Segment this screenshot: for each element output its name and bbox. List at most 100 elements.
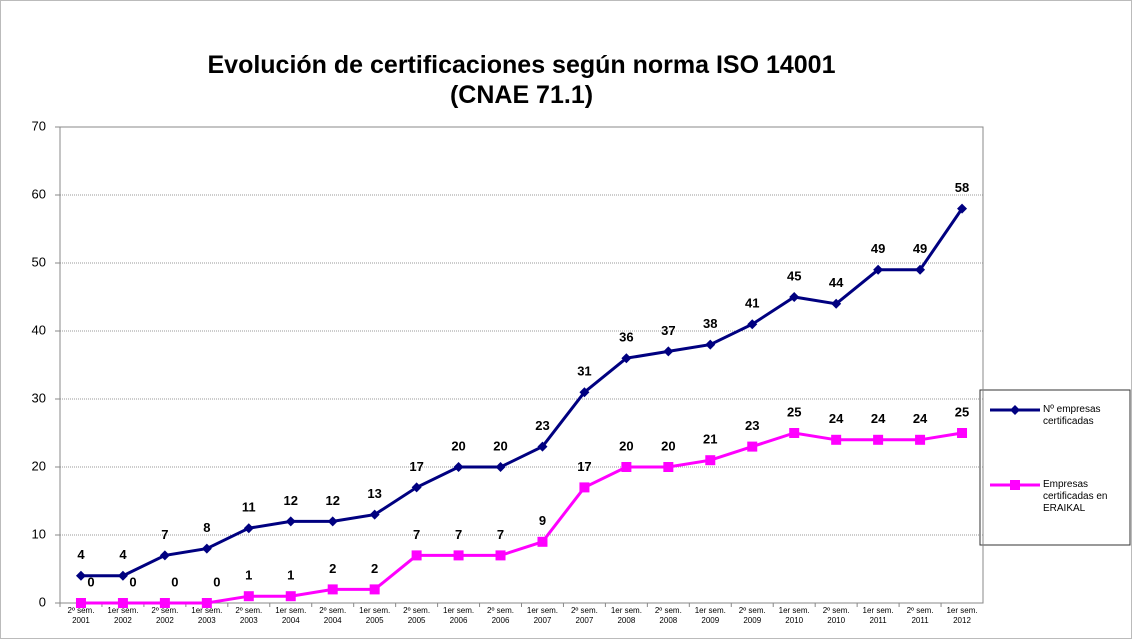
point — [201, 598, 212, 608]
data-label: 23 — [745, 418, 759, 433]
point — [159, 598, 170, 608]
data-label: 2 — [329, 561, 336, 576]
point — [1010, 480, 1020, 490]
data-label: 1 — [245, 568, 252, 583]
y-tick-label: 10 — [32, 526, 46, 541]
data-label: 36 — [619, 330, 633, 345]
data-label: 0 — [213, 574, 220, 589]
data-label: 13 — [367, 486, 381, 501]
data-label: 17 — [577, 459, 591, 474]
data-label: 7 — [455, 527, 462, 542]
x-tick-label: 2º sem. 2001 — [67, 606, 95, 625]
point — [579, 482, 590, 493]
data-label: 12 — [325, 493, 339, 508]
x-tick-label: 1er sem. 2010 — [778, 606, 810, 625]
data-label: 58 — [955, 180, 969, 195]
data-label: 4 — [77, 547, 85, 562]
point — [201, 543, 212, 554]
point — [411, 482, 422, 493]
data-label: 7 — [497, 527, 504, 542]
data-label: 20 — [619, 438, 633, 453]
point — [747, 441, 758, 452]
data-label: 8 — [203, 520, 210, 535]
x-tick-label: 2º sem. 2003 — [235, 606, 263, 625]
x-tick-label: 1er sem. 2004 — [275, 606, 307, 625]
x-tick-label: 1er sem. 2008 — [610, 606, 642, 625]
point — [915, 434, 926, 445]
point — [1010, 405, 1020, 415]
x-tick-label: 2º sem. 2002 — [151, 606, 179, 625]
data-label: 7 — [161, 527, 168, 542]
y-tick-label: 50 — [32, 254, 46, 269]
data-label: 11 — [242, 500, 256, 515]
point — [747, 319, 758, 330]
data-label: 41 — [745, 296, 759, 311]
y-tick-label: 60 — [32, 186, 46, 201]
y-tick-label: 30 — [32, 390, 46, 405]
data-label: 24 — [913, 411, 928, 426]
point — [705, 339, 716, 350]
data-label: 9 — [539, 513, 546, 528]
x-tick-label: 1er sem. 2009 — [694, 606, 726, 625]
point — [369, 584, 380, 595]
legend-label: Nº empresas certificadas — [1043, 404, 1101, 427]
point — [159, 550, 170, 561]
point — [453, 462, 464, 472]
point — [789, 292, 800, 302]
point — [117, 598, 128, 608]
chart-title: Evolución de certificaciones según norma… — [207, 51, 836, 109]
point — [873, 434, 884, 445]
point — [579, 387, 590, 398]
data-label: 21 — [703, 432, 717, 447]
y-tick-label: 40 — [32, 322, 46, 337]
data-label: 24 — [829, 411, 844, 426]
data-label: 23 — [535, 418, 549, 433]
point — [537, 441, 548, 452]
data-label: 2 — [371, 561, 378, 576]
data-label: 49 — [871, 241, 885, 256]
data-label: 24 — [871, 411, 886, 426]
data-label: 7 — [413, 527, 420, 542]
x-tick-label: 2º sem. 2010 — [822, 606, 850, 625]
point — [243, 591, 254, 602]
x-tick-label: 2º sem. 2005 — [403, 606, 431, 625]
data-label: 31 — [577, 364, 591, 379]
legend-box — [979, 389, 1131, 546]
x-tick-label: 1er sem. 2006 — [443, 606, 475, 625]
data-label: 49 — [913, 241, 927, 256]
x-tick-label: 1er sem. 2007 — [526, 606, 559, 625]
x-tick-label: 1er sem. 2005 — [359, 606, 391, 625]
data-label: 17 — [409, 459, 423, 474]
point — [243, 523, 254, 534]
data-label: 25 — [955, 404, 969, 419]
y-tick-label: 70 — [32, 118, 46, 133]
x-tick-label: 1er sem. 2012 — [946, 606, 978, 625]
series-line — [80, 431, 963, 605]
point — [621, 353, 632, 364]
series-line — [80, 207, 964, 578]
point — [411, 550, 422, 561]
x-tick-label: 1er sem. 2003 — [191, 606, 223, 625]
x-tick-label: 2º sem. 2006 — [487, 606, 514, 625]
data-label: 0 — [87, 574, 94, 589]
point — [663, 462, 674, 472]
data-label: 45 — [787, 268, 801, 283]
x-tick-label: 1er sem. 2011 — [862, 606, 894, 625]
point — [369, 509, 380, 520]
x-tick-label: 2º sem. 2004 — [319, 606, 347, 625]
point — [621, 462, 632, 472]
legend-label: Empresas certificadas en ERAIKAL — [1043, 479, 1108, 514]
data-label: 37 — [661, 323, 675, 338]
point — [831, 434, 842, 445]
y-tick-label: 0 — [39, 594, 46, 609]
x-tick-label: 2º sem. 2007 — [570, 606, 598, 625]
point — [285, 516, 296, 527]
data-label: 20 — [451, 438, 465, 453]
data-label: 0 — [129, 574, 136, 589]
point — [915, 264, 926, 275]
point — [705, 455, 716, 466]
x-tick-label: 2º sem. 2009 — [738, 606, 766, 625]
data-label: 20 — [661, 438, 675, 453]
